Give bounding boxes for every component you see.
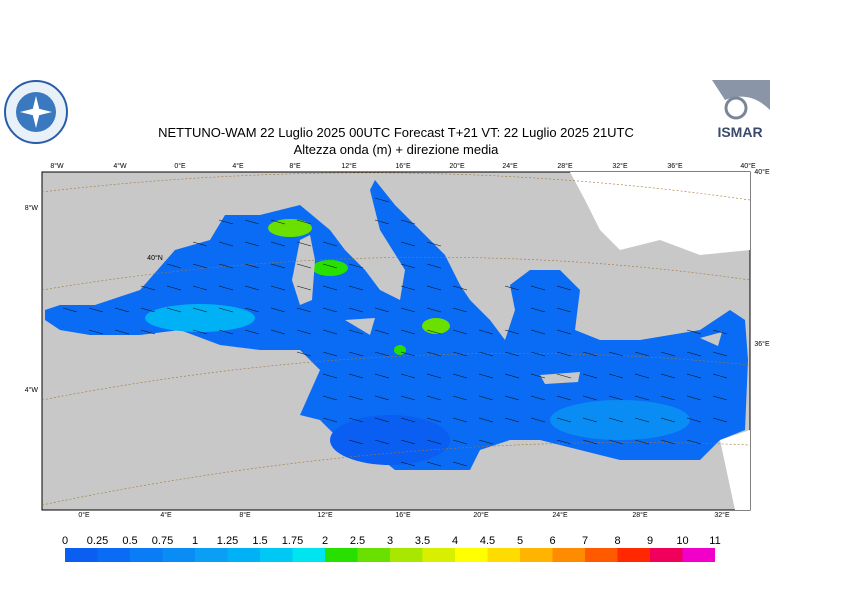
legend-swatch [325,548,358,562]
sea-rough [145,304,255,332]
legend-swatch [357,548,390,562]
legend-swatch [65,548,98,562]
outside-domain [570,172,750,255]
legend-label: 5 [517,535,523,547]
sea-high [422,318,450,334]
legend-swatch [650,548,683,562]
legend-label: 7 [582,535,588,547]
island [292,235,315,305]
legend-label: 4.5 [480,535,495,547]
legend-label: 10 [676,535,688,547]
sea-high [394,345,406,355]
legend-swatch [97,548,130,562]
island [540,372,580,384]
legend-swatch [422,548,455,562]
lon-label: 24°E [552,511,568,519]
legend-label: 0 [62,535,68,547]
island [345,318,375,335]
lat-label: 8°W [25,204,39,212]
lon-label: 32°E [714,511,730,519]
subtitle: Altezza onda (m) + direzione media [294,142,500,157]
lon-label: 16°E [395,511,411,519]
lat-label: 40°N [147,254,163,262]
lon-label: 20°E [473,511,489,519]
legend-label: 2.5 [350,535,365,547]
lon-label: 0°E [78,511,90,519]
legend-label: 4 [452,535,458,547]
lat-label: 36°E [754,340,770,348]
lon-label: 32°E [612,162,628,170]
legend-swatch [585,548,618,562]
lon-label: 4°E [232,162,244,170]
lon-label: 24°E [502,162,518,170]
legend-swatch [682,548,715,562]
sea-high [268,219,312,237]
lon-label: 8°E [239,511,251,519]
legend-swatch [195,548,228,562]
legend-swatch [162,548,195,562]
lon-label: 8°W [50,162,64,170]
lon-label: 16°E [395,162,411,170]
legend-swatch [487,548,520,562]
lon-label: 12°E [341,162,357,170]
wave-direction [62,197,728,467]
legend-label: 0.75 [152,535,173,547]
lon-label: 40°E [740,162,756,170]
sea-high [312,260,348,276]
title: NETTUNO-WAM 22 Luglio 2025 00UTC Forecas… [158,125,634,140]
lon-label: 8°E [289,162,301,170]
legend-label: 6 [549,535,555,547]
legend-label: 3.5 [415,535,430,547]
logo-left [4,80,68,144]
graticule [41,172,751,506]
legend-label: 0.5 [122,535,137,547]
svg-text:ISMAR: ISMAR [717,124,762,140]
legend-swatch [552,548,585,562]
legend-label: 1.75 [282,535,303,547]
lon-label: 20°E [449,162,465,170]
legend-swatch [520,548,553,562]
legend-swatch [617,548,650,562]
map [41,171,751,511]
legend-label: 9 [647,535,653,547]
legend-swatch [227,548,260,562]
sea [45,180,748,470]
legend-label: 0.25 [87,535,108,547]
outside-domain [720,430,750,510]
lon-label: 4°E [160,511,172,519]
legend: 0 0.25 0.5 0.75 1 1.25 1.5 1.75 2 2.5 3 3.5 4 4.5 5 6 7 8… [62,535,721,562]
lat-label: 40°E [754,168,770,176]
legend-label: 1.25 [217,535,238,547]
logo-right: ISMAR [710,79,770,141]
legend-swatch [390,548,423,562]
sea-calm [330,415,450,465]
island [700,332,722,346]
legend-label: 11 [709,535,720,547]
legend-label: 1 [192,535,198,547]
legend-label: 1.5 [252,535,267,547]
legend-swatch [260,548,293,562]
lon-label: 36°E [667,162,683,170]
legend-swatch [455,548,488,562]
legend-swatch [130,548,163,562]
legend-label: 2 [322,535,328,547]
sea-rough [550,400,690,440]
lon-label: 28°E [557,162,573,170]
lon-label: 28°E [632,511,648,519]
legend-swatch [292,548,325,562]
legend-label: 3 [387,535,393,547]
lat-label: 4°W [25,386,39,394]
lon-label: 0°E [174,162,186,170]
lon-label: 12°E [317,511,333,519]
legend-label: 8 [614,535,620,547]
lon-label: 4°W [113,162,127,170]
